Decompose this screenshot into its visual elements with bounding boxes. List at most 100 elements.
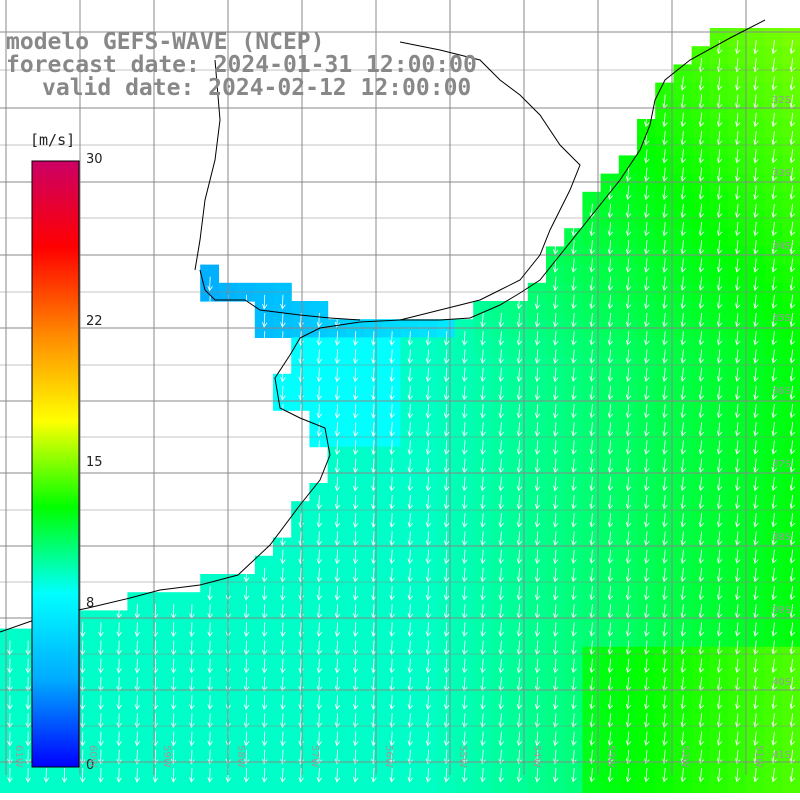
wind-cell bbox=[637, 646, 656, 666]
wind-arrow bbox=[498, 403, 504, 419]
wind-arrow bbox=[443, 640, 450, 656]
wind-cell bbox=[728, 464, 747, 484]
wind-cell bbox=[746, 719, 765, 739]
wind-cell bbox=[600, 537, 620, 557]
wind-arrow bbox=[698, 112, 705, 128]
wind-arrow bbox=[207, 731, 213, 747]
wind-cell bbox=[709, 701, 729, 721]
wind-cell bbox=[345, 737, 365, 757]
wind-arrow bbox=[462, 749, 468, 765]
wind-arrow bbox=[625, 385, 632, 401]
wind-arrow bbox=[189, 676, 195, 692]
wind-cell bbox=[728, 592, 747, 611]
wind-cell bbox=[309, 610, 329, 630]
wind-cell bbox=[746, 555, 765, 575]
wind-arrow bbox=[443, 422, 450, 437]
wind-cell bbox=[546, 719, 565, 739]
wind-arrow bbox=[625, 422, 632, 437]
wind-arrow bbox=[771, 476, 777, 491]
wind-arrow bbox=[771, 240, 777, 255]
wind-arrow bbox=[134, 695, 141, 710]
wind-arrow bbox=[698, 276, 705, 291]
wind-arrow bbox=[498, 640, 504, 656]
wind-cell bbox=[436, 501, 456, 520]
wind-cell bbox=[728, 410, 747, 429]
wind-arrow bbox=[534, 731, 541, 747]
wind-cell bbox=[709, 100, 729, 120]
wind-arrow bbox=[607, 403, 614, 419]
wind-arrow bbox=[262, 331, 268, 346]
wind-cell bbox=[600, 592, 620, 611]
wind-cell bbox=[728, 173, 747, 193]
wind-arrow bbox=[371, 494, 377, 510]
wind-cell bbox=[127, 628, 147, 648]
wind-cell bbox=[746, 173, 765, 193]
wind-arrow bbox=[753, 585, 759, 601]
wind-cell bbox=[618, 410, 638, 429]
wind-cell bbox=[291, 683, 310, 702]
wind-cell bbox=[637, 683, 656, 702]
wind-arrow bbox=[334, 531, 341, 547]
wind-arrow bbox=[80, 695, 86, 711]
wind-arrow bbox=[443, 713, 450, 729]
wind-arrow bbox=[625, 731, 632, 747]
colorbar-tick-label: 30 bbox=[86, 152, 103, 167]
wind-arrow bbox=[280, 403, 286, 419]
wind-arrow bbox=[207, 658, 213, 674]
wind-cell bbox=[764, 28, 784, 47]
wind-cell bbox=[364, 774, 383, 793]
wind-arrow bbox=[717, 39, 723, 55]
wind-arrow bbox=[698, 695, 705, 710]
wind-cell bbox=[673, 537, 693, 557]
wind-arrow bbox=[389, 695, 395, 710]
wind-cell bbox=[527, 319, 547, 338]
wind-cell bbox=[109, 628, 128, 648]
wind-arrow bbox=[789, 294, 796, 309]
wind-arrow bbox=[262, 567, 268, 583]
wind-cell bbox=[600, 501, 620, 520]
wind-cell bbox=[527, 446, 547, 466]
wind-arrow bbox=[316, 640, 323, 656]
wind-cell bbox=[637, 628, 656, 648]
wind-cell bbox=[491, 464, 511, 484]
wind-cell bbox=[273, 610, 292, 630]
wind-arrow bbox=[207, 676, 213, 692]
wind-cell bbox=[764, 64, 784, 84]
wind-cell bbox=[709, 155, 729, 175]
wind-cell bbox=[600, 774, 620, 793]
wind-arrow bbox=[480, 331, 486, 346]
wind-arrow bbox=[644, 513, 650, 528]
wind-arrow bbox=[717, 349, 723, 364]
wind-cell bbox=[309, 719, 329, 739]
wind-cell bbox=[309, 410, 329, 429]
wind-arrow bbox=[280, 294, 286, 310]
wind-arrow bbox=[25, 713, 31, 729]
wind-cell bbox=[400, 337, 420, 357]
wind-cell bbox=[691, 100, 711, 120]
wind-arrow bbox=[789, 76, 796, 91]
wind-cell bbox=[709, 264, 729, 284]
wind-arrow bbox=[316, 349, 323, 365]
wind-arrow bbox=[680, 476, 686, 492]
wind-cell bbox=[564, 592, 583, 611]
wind-arrow bbox=[280, 622, 286, 638]
wind-cell bbox=[618, 756, 638, 775]
wind-cell bbox=[527, 592, 547, 611]
wind-arrow bbox=[189, 695, 195, 710]
wind-arrow bbox=[280, 767, 286, 783]
wind-cell bbox=[673, 555, 693, 575]
wind-cell bbox=[400, 701, 420, 721]
wind-cell bbox=[327, 665, 347, 684]
wind-arrow bbox=[662, 658, 668, 674]
wind-cell bbox=[764, 501, 784, 520]
wind-arrow bbox=[407, 731, 414, 747]
wind-arrow bbox=[407, 622, 414, 638]
wind-arrow bbox=[789, 240, 796, 255]
wind-arrow bbox=[25, 658, 31, 674]
wind-arrow bbox=[171, 731, 177, 747]
wind-cell bbox=[782, 701, 800, 721]
wind-cell bbox=[546, 592, 565, 611]
wind-cell bbox=[491, 301, 511, 320]
wind-cell bbox=[637, 610, 656, 630]
wind-arrow bbox=[334, 312, 341, 328]
